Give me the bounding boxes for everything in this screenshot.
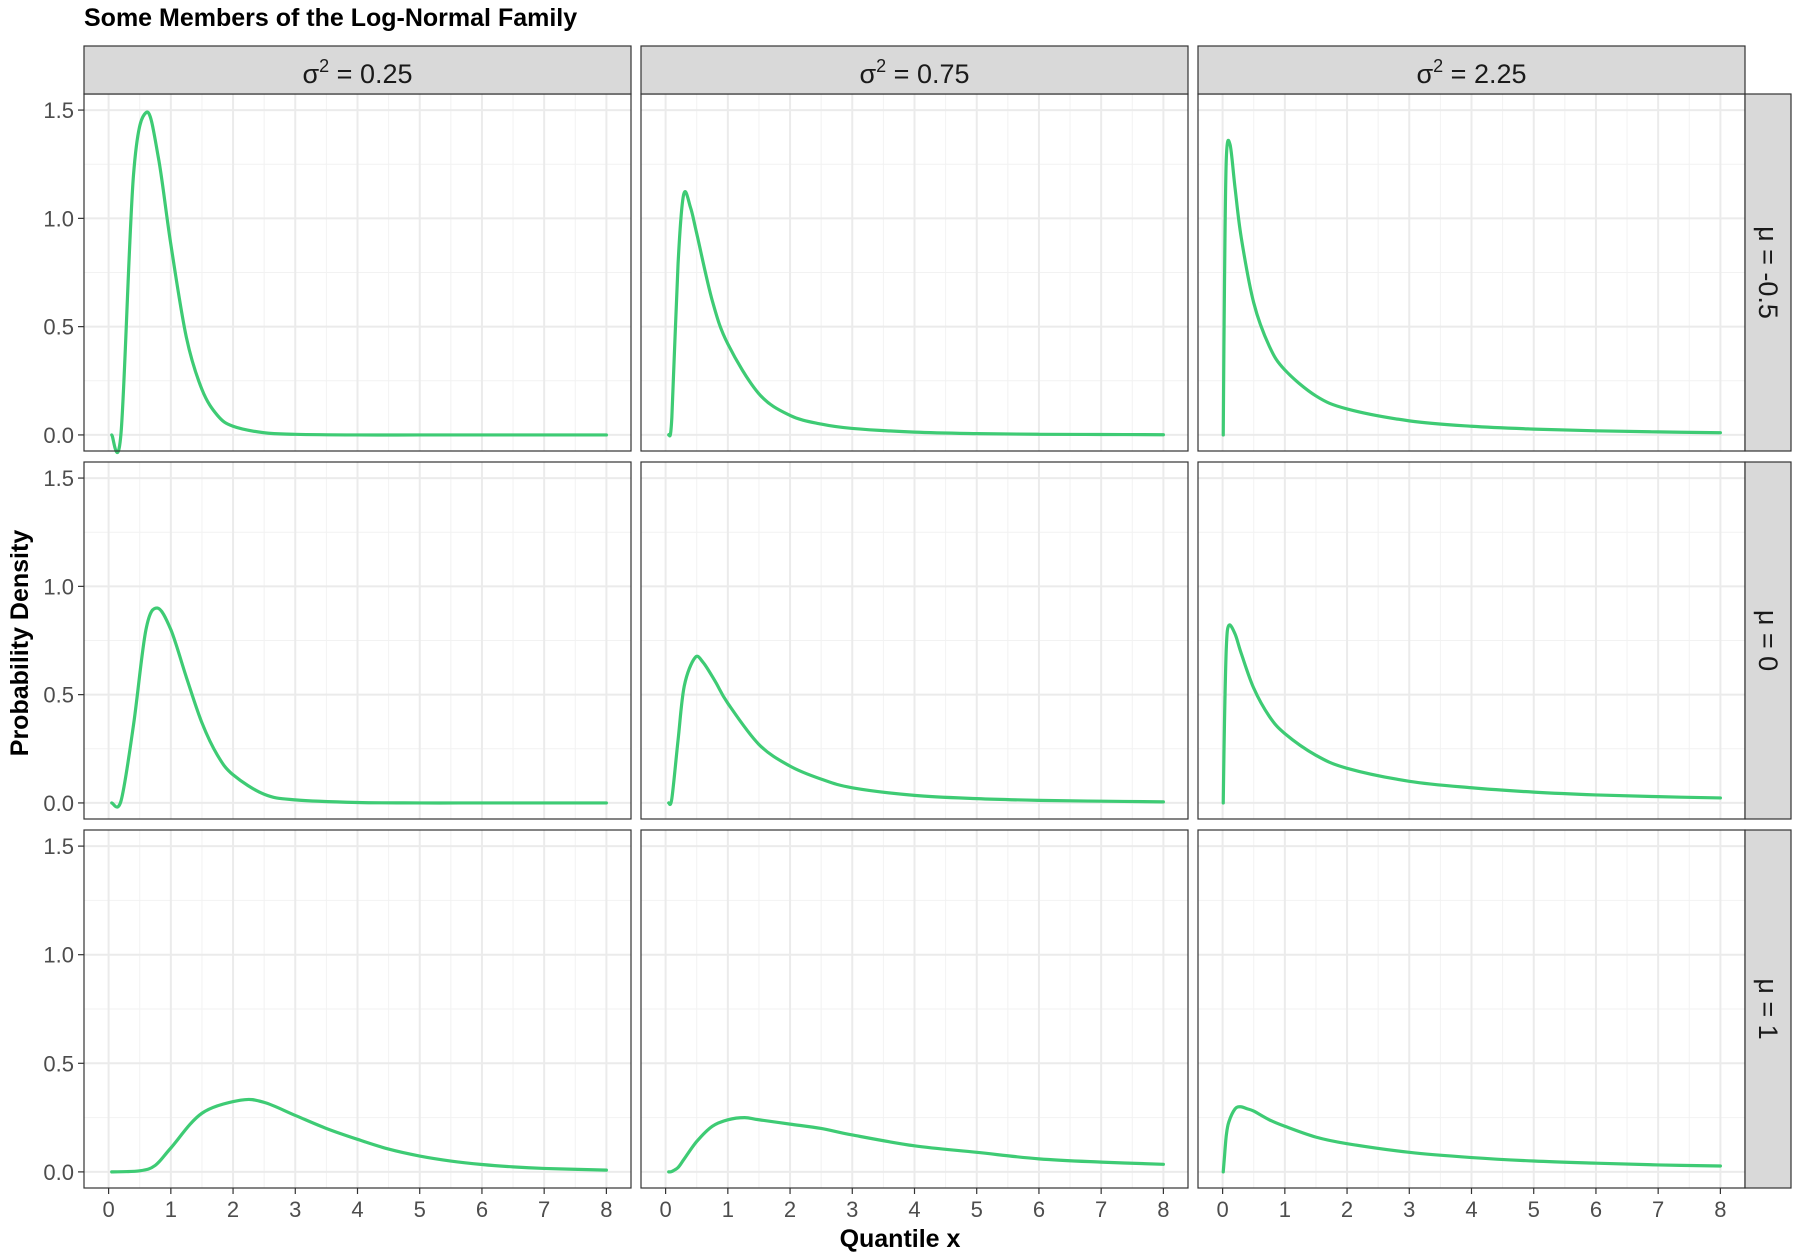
x-tick-label: 8: [1714, 1197, 1726, 1222]
x-tick-label: 3: [846, 1197, 858, 1222]
facet-strip-column: [83, 45, 632, 95]
x-tick-label: 5: [971, 1197, 983, 1222]
facet-strip-label: μ = 1: [1753, 978, 1783, 1039]
density-curve: [110, 110, 608, 454]
y-tick-label: 1.5: [43, 834, 74, 859]
x-tick-label: 3: [289, 1197, 301, 1222]
x-tick-label: 1: [1279, 1197, 1291, 1222]
density-curve: [667, 654, 1165, 807]
x-tick-label: 0: [1216, 1197, 1228, 1222]
y-tick-label: 1.5: [43, 98, 74, 123]
chart-title: Some Members of the Log-Normal Family: [84, 4, 578, 32]
x-tick-label: 0: [659, 1197, 671, 1222]
facet-strip-label: σ2 = 0.75: [859, 56, 969, 89]
panel-border: [640, 461, 1189, 820]
x-tick-label: 2: [784, 1197, 796, 1222]
x-tick-label: 6: [1033, 1197, 1045, 1222]
density-curve: [1221, 1105, 1722, 1174]
facet-strip-column: [1197, 45, 1746, 95]
x-tick-label: 8: [1157, 1197, 1169, 1222]
y-axis-title: Probability Density: [6, 530, 34, 757]
facet-strip-row: [1744, 829, 1792, 1189]
x-tick-label: 5: [1528, 1197, 1540, 1222]
y-tick-label: 1.0: [43, 943, 74, 968]
x-tick-label: 1: [722, 1197, 734, 1222]
y-tick-label: 1.0: [43, 574, 74, 599]
density-curve: [110, 1097, 608, 1174]
facet-strip-row: [1744, 93, 1792, 452]
x-tick-label: 6: [476, 1197, 488, 1222]
x-tick-label: 2: [1341, 1197, 1353, 1222]
panel-border: [83, 461, 632, 820]
x-axis-title: Quantile x: [840, 1225, 961, 1253]
facet-strips: σ2 = 0.25 σ2 = 0.75 σ2 = 2.25 μ = -0.5 μ = 0…: [83, 45, 1792, 1189]
facet-strip-label: σ2 = 0.25: [302, 56, 412, 89]
facet-strip-row: [1744, 461, 1792, 820]
y-tick-label: 1.0: [43, 206, 74, 231]
x-tick-label: 3: [1403, 1197, 1415, 1222]
x-tick-label: 4: [1465, 1197, 1477, 1222]
density-curve: [667, 1115, 1165, 1174]
x-tick-label: 0: [102, 1197, 114, 1222]
y-tick-label: 1.5: [43, 466, 74, 491]
x-tick-label: 7: [1095, 1197, 1107, 1222]
x-tick-label: 8: [600, 1197, 612, 1222]
y-tick-label: 0.5: [43, 1051, 74, 1076]
x-tick-label: 5: [414, 1197, 426, 1222]
x-tick-label: 4: [908, 1197, 920, 1222]
axis-ticks: 0.0 0.5 1.0 1.5 0.0 0.5 1.0 1.5 0.0 0.5 1.0 1.5 0 1 2 3…: [43, 98, 1726, 1222]
y-tick-label: 0.0: [43, 791, 74, 816]
y-tick-label: 0.5: [43, 315, 74, 340]
density-curve: [1221, 138, 1722, 437]
facet-strip-label: μ = -0.5: [1753, 226, 1783, 319]
x-tick-label: 1: [165, 1197, 177, 1222]
density-curve: [110, 606, 608, 809]
x-tick-label: 2: [227, 1197, 239, 1222]
x-tick-label: 6: [1590, 1197, 1602, 1222]
density-curves: [110, 110, 1722, 1174]
facet-strip-column: [640, 45, 1189, 95]
x-tick-label: 7: [1652, 1197, 1664, 1222]
facet-strip-label: σ2 = 2.25: [1416, 56, 1526, 89]
facet-strip-label: μ = 0: [1753, 610, 1783, 671]
y-tick-label: 0.5: [43, 683, 74, 708]
x-tick-label: 4: [351, 1197, 363, 1222]
density-curve: [667, 190, 1165, 438]
x-tick-label: 7: [538, 1197, 550, 1222]
y-tick-label: 0.0: [43, 1160, 74, 1185]
density-curve: [1221, 623, 1722, 805]
y-tick-label: 0.0: [43, 423, 74, 448]
